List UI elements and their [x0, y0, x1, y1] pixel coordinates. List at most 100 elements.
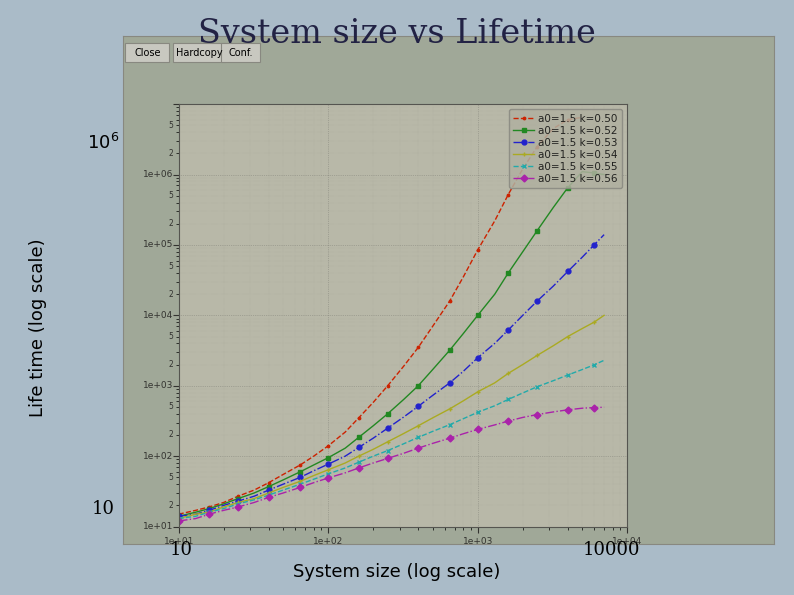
- a0=1.5 k=0.54: [219, 503, 229, 511]
- Line: a0=1.5 k=0.52: a0=1.5 k=0.52: [176, 169, 607, 519]
- a0=1.5 k=0.50: [518, 165, 527, 173]
- Text: 1e+03: 1e+03: [463, 537, 493, 546]
- Text: 1e+03: 1e+03: [143, 381, 173, 390]
- Text: System size vs Lifetime: System size vs Lifetime: [198, 18, 596, 50]
- a0=1.5 k=0.56: [399, 450, 408, 457]
- a0=1.5 k=0.55: [383, 447, 392, 454]
- Text: 2: 2: [168, 219, 173, 228]
- a0=1.5 k=0.55: [264, 491, 273, 499]
- a0=1.5 k=0.52: [549, 204, 558, 211]
- a0=1.5 k=0.56: [204, 511, 214, 518]
- a0=1.5 k=0.55: [589, 361, 599, 368]
- a0=1.5 k=0.53: [414, 403, 423, 410]
- a0=1.5 k=0.54: [191, 511, 200, 518]
- a0=1.5 k=0.54: [599, 312, 609, 319]
- a0=1.5 k=0.55: [309, 475, 318, 483]
- a0=1.5 k=0.52: [295, 468, 305, 475]
- a0=1.5 k=0.50: [549, 125, 558, 132]
- a0=1.5 k=0.55: [577, 366, 587, 373]
- Text: 2: 2: [168, 430, 173, 440]
- a0=1.5 k=0.54: [473, 389, 483, 396]
- a0=1.5 k=0.55: [414, 434, 423, 441]
- a0=1.5 k=0.55: [518, 389, 527, 396]
- a0=1.5 k=0.56: [309, 479, 318, 486]
- a0=1.5 k=0.54: [533, 352, 542, 359]
- a0=1.5 k=0.55: [490, 402, 499, 409]
- a0=1.5 k=0.55: [279, 487, 288, 494]
- a0=1.5 k=0.50: [341, 428, 350, 436]
- a0=1.5 k=0.53: [341, 453, 350, 460]
- a0=1.5 k=0.50: [233, 493, 243, 500]
- a0=1.5 k=0.54: [309, 472, 318, 479]
- a0=1.5 k=0.52: [518, 248, 527, 255]
- a0=1.5 k=0.56: [549, 408, 558, 415]
- a0=1.5 k=0.53: [533, 298, 542, 305]
- a0=1.5 k=0.50: [563, 116, 572, 123]
- a0=1.5 k=0.55: [399, 440, 408, 447]
- a0=1.5 k=0.52: [533, 227, 542, 234]
- Text: 1e+01: 1e+01: [143, 522, 173, 531]
- a0=1.5 k=0.52: [599, 171, 609, 178]
- Text: Life time (log scale): Life time (log scale): [29, 238, 47, 416]
- a0=1.5 k=0.53: [503, 327, 513, 334]
- a0=1.5 k=0.56: [563, 406, 572, 414]
- a0=1.5 k=0.50: [295, 461, 305, 468]
- a0=1.5 k=0.50: [264, 479, 273, 486]
- a0=1.5 k=0.54: [354, 453, 364, 460]
- a0=1.5 k=0.52: [309, 461, 318, 468]
- Line: a0=1.5 k=0.55: a0=1.5 k=0.55: [176, 358, 607, 521]
- a0=1.5 k=0.52: [473, 312, 483, 319]
- a0=1.5 k=0.54: [264, 490, 273, 497]
- a0=1.5 k=0.56: [599, 403, 609, 411]
- a0=1.5 k=0.52: [589, 170, 599, 177]
- a0=1.5 k=0.50: [249, 487, 259, 494]
- a0=1.5 k=0.53: [249, 493, 259, 500]
- a0=1.5 k=0.53: [191, 511, 200, 518]
- a0=1.5 k=0.55: [249, 496, 259, 503]
- a0=1.5 k=0.53: [577, 253, 587, 261]
- a0=1.5 k=0.52: [341, 444, 350, 452]
- a0=1.5 k=0.50: [490, 217, 499, 224]
- Text: 1e+06: 1e+06: [143, 170, 173, 179]
- a0=1.5 k=0.56: [577, 405, 587, 412]
- Text: 5: 5: [168, 121, 173, 130]
- a0=1.5 k=0.55: [204, 509, 214, 516]
- a0=1.5 k=0.54: [458, 397, 468, 405]
- a0=1.5 k=0.52: [233, 495, 243, 502]
- a0=1.5 k=0.56: [490, 421, 499, 428]
- a0=1.5 k=0.52: [191, 509, 200, 516]
- a0=1.5 k=0.54: [503, 369, 513, 377]
- Text: 5: 5: [168, 473, 173, 482]
- a0=1.5 k=0.56: [458, 430, 468, 437]
- a0=1.5 k=0.53: [473, 354, 483, 361]
- a0=1.5 k=0.53: [204, 507, 214, 514]
- a0=1.5 k=0.55: [473, 409, 483, 416]
- a0=1.5 k=0.53: [399, 414, 408, 421]
- a0=1.5 k=0.52: [204, 505, 214, 512]
- Text: 5: 5: [168, 402, 173, 412]
- a0=1.5 k=0.54: [383, 439, 392, 446]
- a0=1.5 k=0.52: [428, 366, 437, 373]
- a0=1.5 k=0.55: [191, 513, 200, 520]
- a0=1.5 k=0.53: [428, 392, 437, 399]
- a0=1.5 k=0.50: [533, 143, 542, 150]
- a0=1.5 k=0.54: [589, 318, 599, 325]
- a0=1.5 k=0.54: [249, 495, 259, 502]
- a0=1.5 k=0.52: [249, 490, 259, 497]
- Text: 1e+04: 1e+04: [143, 311, 173, 320]
- Text: Hardcopy: Hardcopy: [175, 48, 222, 58]
- a0=1.5 k=0.55: [549, 377, 558, 384]
- a0=1.5 k=0.52: [445, 347, 454, 354]
- a0=1.5 k=0.53: [323, 461, 333, 468]
- a0=1.5 k=0.50: [428, 322, 437, 330]
- a0=1.5 k=0.52: [563, 184, 572, 191]
- a0=1.5 k=0.56: [414, 444, 423, 452]
- Text: 2: 2: [168, 149, 173, 158]
- Text: 1e+02: 1e+02: [143, 452, 173, 461]
- a0=1.5 k=0.56: [279, 490, 288, 497]
- a0=1.5 k=0.56: [445, 434, 454, 441]
- a0=1.5 k=0.53: [518, 312, 527, 319]
- a0=1.5 k=0.56: [368, 459, 378, 466]
- a0=1.5 k=0.52: [490, 290, 499, 298]
- a0=1.5 k=0.55: [368, 453, 378, 460]
